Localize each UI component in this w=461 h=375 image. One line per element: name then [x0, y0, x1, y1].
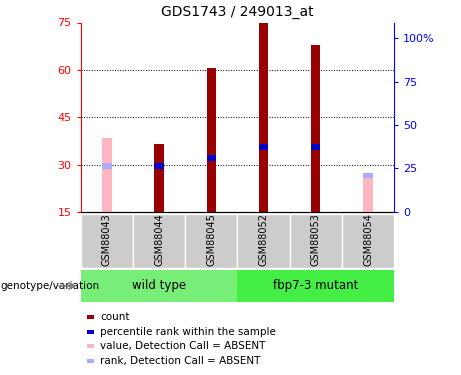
Title: GDS1743 / 249013_at: GDS1743 / 249013_at	[161, 5, 314, 19]
Bar	[207, 68, 216, 212]
Text: percentile rank within the sample: percentile rank within the sample	[100, 327, 276, 337]
Text: GSM88043: GSM88043	[102, 213, 112, 266]
Text: GSM88053: GSM88053	[311, 213, 321, 266]
Text: genotype/variation: genotype/variation	[0, 281, 99, 291]
Bar	[87, 345, 94, 348]
Bar	[102, 163, 112, 169]
Bar	[87, 359, 94, 363]
Bar	[363, 176, 373, 212]
Bar	[154, 163, 164, 169]
Text: value, Detection Call = ABSENT: value, Detection Call = ABSENT	[100, 341, 266, 351]
Text: GSM88044: GSM88044	[154, 213, 164, 266]
Text: wild type: wild type	[132, 279, 186, 292]
Text: rank, Detection Call = ABSENT: rank, Detection Call = ABSENT	[100, 356, 261, 366]
Bar	[259, 22, 268, 212]
Bar	[237, 270, 394, 302]
Bar	[207, 155, 216, 161]
Bar	[185, 214, 237, 268]
Bar	[311, 45, 320, 212]
Text: GSM88052: GSM88052	[259, 213, 269, 266]
Bar	[342, 214, 394, 268]
Bar	[133, 214, 185, 268]
Bar	[154, 144, 164, 212]
Text: GSM88054: GSM88054	[363, 213, 373, 266]
Bar	[102, 138, 112, 212]
Bar	[311, 144, 320, 150]
Bar	[259, 144, 268, 150]
Bar	[87, 315, 94, 319]
Bar	[81, 270, 237, 302]
Text: count: count	[100, 312, 130, 322]
Bar	[290, 214, 342, 268]
Text: fbp7-3 mutant: fbp7-3 mutant	[273, 279, 359, 292]
Bar	[81, 214, 133, 268]
Bar	[87, 330, 94, 334]
Bar	[237, 214, 290, 268]
Text: GSM88045: GSM88045	[206, 213, 216, 266]
Bar	[363, 173, 373, 178]
